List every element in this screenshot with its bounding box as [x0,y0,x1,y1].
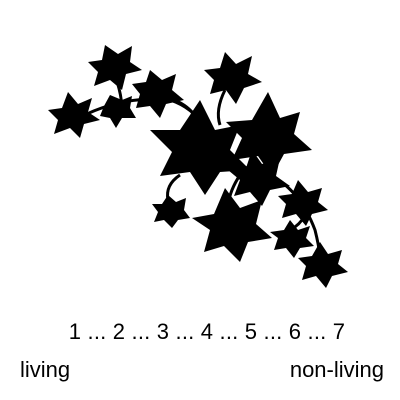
rating-scale: 1 ... 2 ... 3 ... 4 ... 5 ... 6 ... 7 [0,312,400,352]
ivy-leaf [100,95,136,128]
ivy-leaf [278,180,328,226]
ivy-leaf [192,188,272,262]
ivy-leaf [48,92,100,138]
ivy-leaf [132,70,184,118]
ivy-leaf [150,100,250,195]
ivy-leaf [88,45,142,90]
ivy-leaf [298,242,348,288]
ivy-leaf [270,220,314,258]
scale-label-living: living [20,357,71,382]
scale-label-non-living: non-living [289,357,384,382]
ivy-leaf [204,52,262,104]
ivy-leaf [152,195,190,228]
ivy-stem [216,89,227,126]
ivy-vine-icon [48,45,348,288]
ivy-leaf [226,92,312,176]
scale-text: 1 ... 2 ... 3 ... 4 ... 5 ... 6 ... 7 [68,319,346,344]
ivy-leaf [228,150,290,206]
